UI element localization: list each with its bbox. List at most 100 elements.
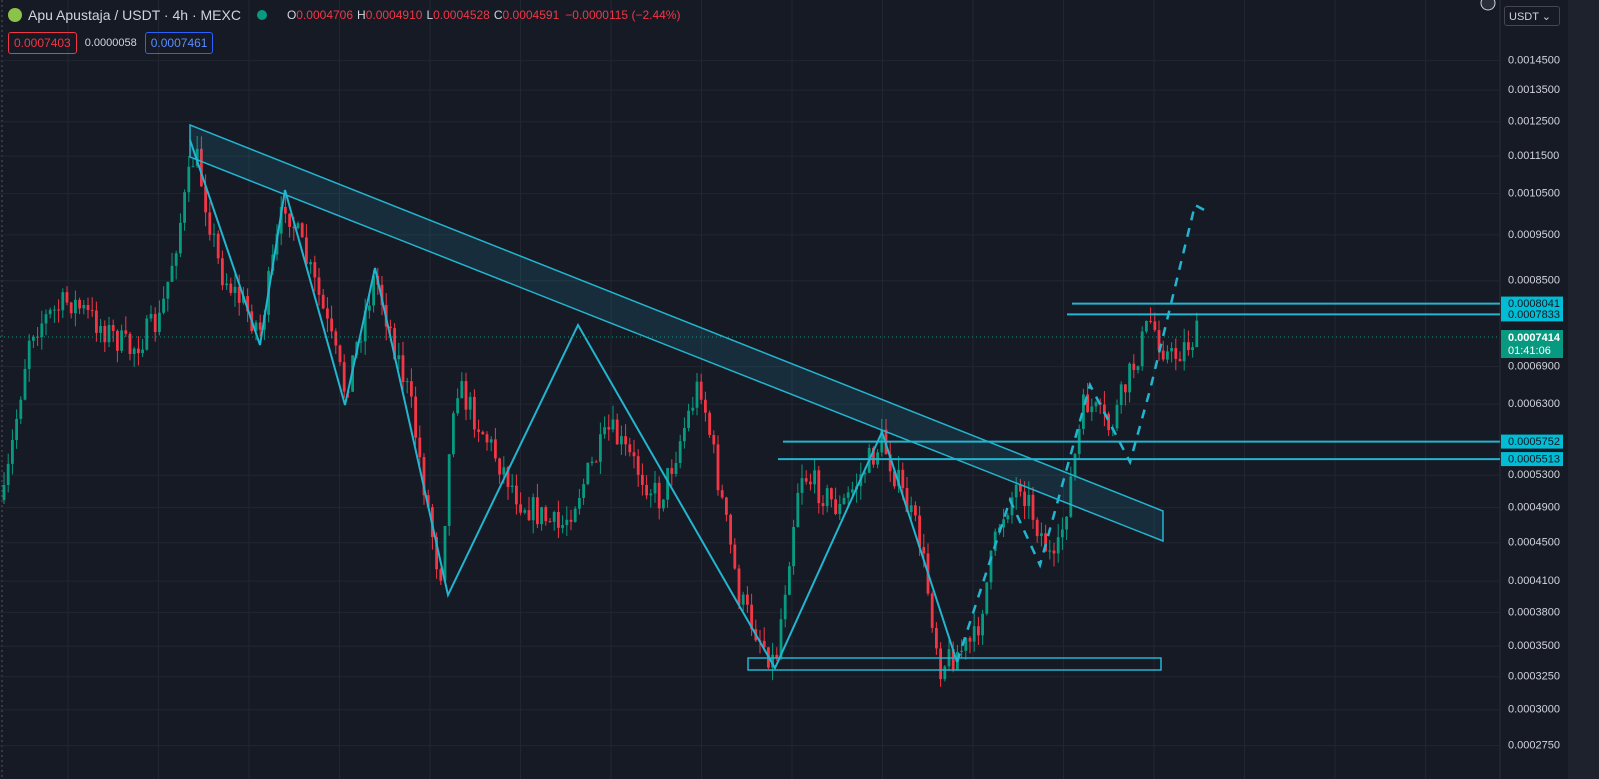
candle — [195, 148, 199, 167]
candle — [531, 497, 535, 521]
candle — [741, 594, 745, 605]
candle — [48, 309, 52, 315]
price-tag — [1501, 452, 1563, 467]
candle — [166, 281, 170, 299]
candle — [439, 569, 443, 581]
candle — [557, 511, 560, 528]
y-tick-label: 0.0009500 — [1508, 229, 1560, 241]
ohlc-key: O — [286, 8, 297, 22]
candle — [657, 482, 661, 509]
candle — [225, 283, 228, 286]
candle — [229, 283, 233, 293]
last-price-label: 0.0007414 — [1508, 332, 1561, 344]
candle — [15, 418, 18, 440]
buy[interactable]: 0.0007461 — [144, 32, 214, 54]
candle — [825, 488, 829, 507]
projection — [955, 203, 1209, 663]
candle — [57, 309, 60, 311]
candle — [191, 166, 195, 168]
candle — [981, 613, 984, 636]
candle — [359, 341, 363, 343]
candle — [1161, 350, 1165, 360]
candle — [775, 654, 779, 658]
candle — [989, 550, 993, 583]
candle — [78, 299, 81, 309]
add-button[interactable] — [1480, 0, 1496, 11]
candle — [914, 505, 917, 516]
candle — [111, 325, 115, 331]
candle — [216, 233, 220, 259]
change: −0.0000115 (−2.44%) — [565, 8, 681, 22]
candle — [1082, 394, 1085, 429]
candle — [636, 456, 640, 475]
candle — [687, 410, 690, 428]
candle — [1014, 484, 1018, 498]
candle — [502, 467, 506, 475]
candle — [985, 582, 989, 614]
price-tag-label: 0.0008041 — [1508, 298, 1560, 310]
candle — [69, 302, 73, 314]
candle — [699, 381, 703, 400]
candle — [363, 310, 367, 342]
channel — [189, 123, 1164, 543]
currency-button[interactable]: USDT ⌄ — [1504, 6, 1560, 26]
sell[interactable]: 0.0007403 — [8, 32, 77, 54]
candle — [120, 330, 123, 351]
spread: 0.0000058 — [84, 37, 137, 49]
candle — [1040, 533, 1043, 537]
candle — [36, 336, 39, 338]
candle — [410, 381, 413, 397]
candle — [708, 412, 711, 435]
candle — [939, 648, 942, 680]
candle — [481, 431, 485, 435]
candle — [1035, 519, 1039, 537]
y-tick-label: 0.0006900 — [1508, 361, 1560, 373]
candle — [1107, 413, 1110, 431]
legend: Apu Apustaja / USDT · 4h · MEXC O0.00047… — [8, 7, 680, 23]
candle — [1019, 484, 1022, 492]
ohlc-value: 0.0004706 — [296, 8, 354, 22]
candle — [1027, 494, 1031, 507]
candle — [237, 286, 241, 303]
status-dot — [256, 10, 267, 20]
candle — [128, 333, 132, 354]
candle — [804, 478, 808, 482]
price-tag-label: 0.0005752 — [1508, 436, 1560, 448]
y-tick-label: 0.0008500 — [1508, 275, 1560, 287]
candle — [212, 233, 216, 235]
candle — [670, 468, 674, 474]
candle — [153, 314, 157, 333]
candle — [90, 309, 94, 311]
candle — [977, 626, 980, 636]
candle — [1132, 363, 1136, 371]
candle — [897, 469, 900, 487]
candle — [771, 654, 774, 668]
y-tick-label: 0.0014500 — [1508, 55, 1560, 67]
candle — [414, 396, 417, 438]
candle — [817, 470, 821, 504]
candle — [145, 318, 149, 350]
symbol-icon — [8, 8, 22, 22]
y-tick-label: 0.0002750 — [1508, 740, 1560, 752]
y-tick-label: 0.0003250 — [1508, 671, 1560, 683]
candle — [485, 434, 489, 443]
candle — [704, 399, 707, 413]
candle — [279, 207, 283, 234]
candle — [632, 452, 636, 457]
candle — [258, 322, 262, 330]
candle — [565, 519, 569, 526]
candle — [678, 441, 682, 463]
candle — [573, 508, 577, 522]
candle — [645, 484, 648, 496]
candle — [1178, 358, 1182, 362]
y-tick-label: 0.0006300 — [1508, 398, 1560, 410]
candle — [372, 275, 375, 306]
candle — [1124, 384, 1127, 393]
candle — [99, 325, 102, 333]
candle — [603, 427, 606, 435]
candle — [233, 286, 237, 293]
candle — [296, 223, 300, 229]
candle — [1195, 320, 1199, 348]
candle — [620, 436, 623, 445]
